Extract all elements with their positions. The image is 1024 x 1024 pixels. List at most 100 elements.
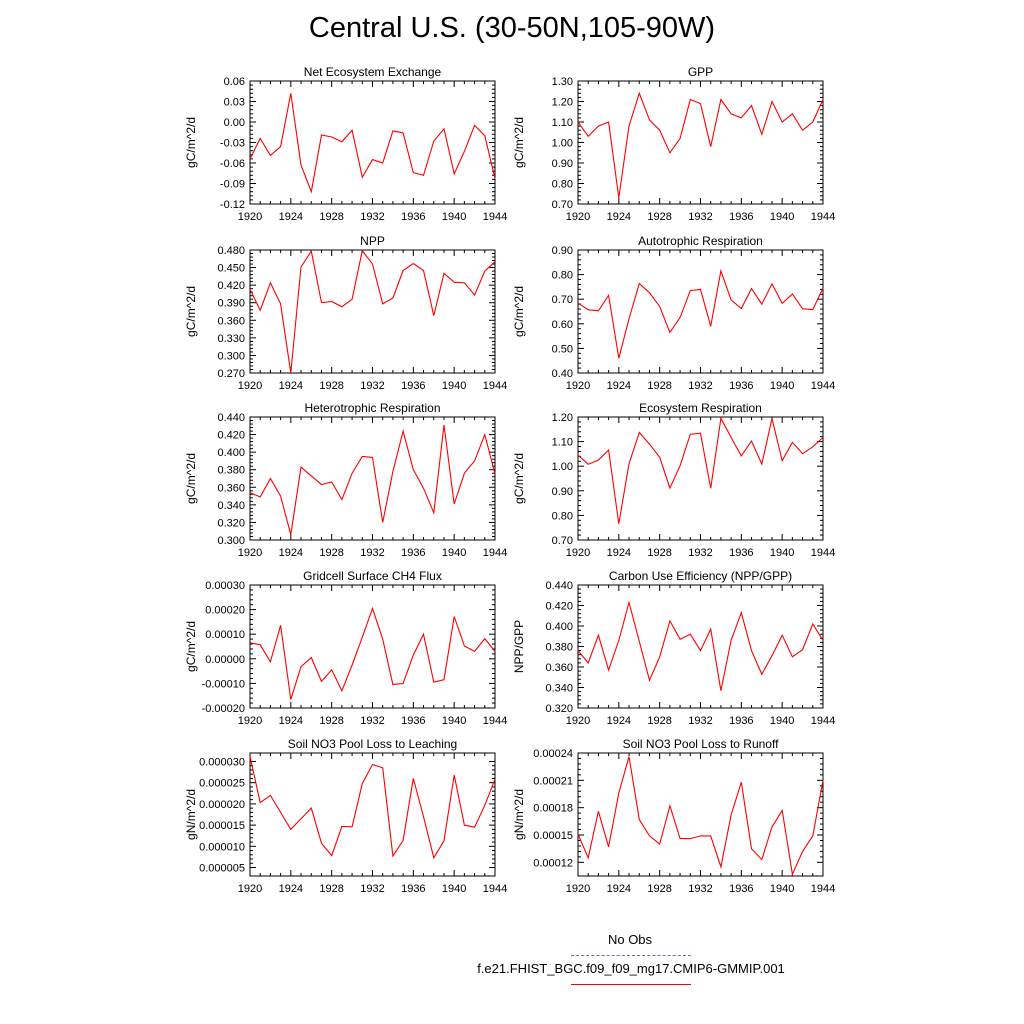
plot-frame [577, 584, 824, 709]
x-tick-label: 1920 [566, 211, 590, 223]
x-tick-label: 1944 [811, 211, 835, 223]
y-tick-label: 0.450 [217, 263, 245, 275]
series-line [577, 756, 824, 877]
y-tick-label: 1.00 [552, 138, 573, 150]
y-tick-label: 0.03 [224, 97, 245, 109]
y-tick-label: -0.09 [220, 179, 245, 191]
x-tick-label: 1932 [688, 380, 712, 392]
x-tick-label: 1932 [360, 883, 384, 895]
x-tick-label: 1924 [607, 380, 631, 392]
y-tick-label: 0.270 [217, 368, 245, 380]
y-axis-label: gN/m^2/d [184, 789, 198, 840]
chart-panel: Soil NO3 Pool Loss to Runoff gN/m^2/d 1920… [512, 737, 835, 895]
x-tick-label: 1940 [442, 547, 466, 559]
chart-panel: Soil NO3 Pool Loss to Leaching gN/m^2/d 19… [184, 737, 507, 895]
y-tick-label: 0.000025 [199, 778, 245, 790]
x-tick-label: 1928 [319, 883, 343, 895]
y-tick-label: 0.440 [545, 580, 573, 592]
chart-panel: Carbon Use Efficiency (NPP/GPP) NPP/GPP 19… [512, 569, 835, 727]
y-tick-label: 0.420 [545, 601, 573, 613]
panel-title: Heterotrophic Respiration [304, 401, 440, 415]
x-tick-label: 1924 [607, 547, 631, 559]
x-tick-label: 1928 [319, 547, 343, 559]
x-tick-label: 1944 [483, 883, 507, 895]
y-tick-label: 0.300 [217, 535, 245, 547]
x-tick-label: 1936 [729, 380, 753, 392]
y-tick-label: 0.00000 [205, 654, 245, 666]
x-tick-label: 1928 [647, 883, 671, 895]
series-line [249, 424, 496, 535]
x-tick-label: 1940 [442, 883, 466, 895]
y-tick-label: 0.000010 [199, 841, 245, 853]
plot-frame [249, 80, 496, 205]
series-line [249, 606, 496, 700]
x-tick-label: 1932 [360, 547, 384, 559]
plot-frame [577, 249, 824, 374]
x-tick-label: 1936 [401, 547, 425, 559]
y-tick-label: 0.360 [545, 662, 573, 674]
y-axis-label: gC/m^2/d [512, 286, 526, 337]
x-tick-label: 1940 [442, 211, 466, 223]
y-tick-label: 0.90 [552, 245, 573, 257]
y-tick-label: 0.80 [552, 179, 573, 191]
series-line [577, 600, 824, 691]
y-tick-label: -0.06 [220, 158, 245, 170]
y-tick-label: 0.00030 [205, 580, 245, 592]
plot-frame [249, 249, 496, 374]
legend-obs-line [571, 955, 691, 956]
legend-model-line [571, 984, 691, 985]
x-tick-label: 1936 [729, 883, 753, 895]
series-line [577, 268, 824, 359]
panel-title: NPP [360, 234, 385, 248]
x-tick-label: 1936 [401, 380, 425, 392]
x-tick-label: 1928 [319, 211, 343, 223]
x-tick-label: 1924 [279, 883, 303, 895]
y-tick-label: 1.10 [552, 117, 573, 129]
x-tick-label: 1928 [319, 380, 343, 392]
chart-panel: Autotrophic Respiration gC/m^2/d 1920 1924 1… [512, 234, 835, 392]
y-tick-label: 0.330 [217, 333, 245, 345]
y-tick-label: 0.380 [217, 465, 245, 477]
y-tick-label: 0.320 [545, 703, 573, 715]
y-axis-label: gC/m^2/d [512, 117, 526, 168]
y-tick-label: 0.360 [217, 482, 245, 494]
y-tick-label: 0.00018 [533, 803, 573, 815]
x-tick-label: 1920 [238, 211, 262, 223]
panel-title: Soil NO3 Pool Loss to Runoff [623, 737, 780, 751]
x-tick-label: 1932 [360, 211, 384, 223]
x-tick-label: 1924 [279, 547, 303, 559]
y-tick-label: 1.30 [552, 76, 573, 88]
plot-frame [249, 752, 496, 877]
x-tick-label: 1932 [688, 883, 712, 895]
y-tick-label: 0.60 [552, 319, 573, 331]
chart-panel: GPP gC/m^2/d 1920 1924 1928 1932 1936 1940 1944 1… [512, 65, 835, 223]
y-tick-label: 1.00 [552, 461, 573, 473]
y-tick-label: -0.00010 [202, 678, 245, 690]
y-tick-label: 0.80 [552, 270, 573, 282]
y-tick-label: 0.480 [217, 245, 245, 257]
y-tick-label: 0.90 [552, 486, 573, 498]
y-tick-label: 0.380 [545, 642, 573, 654]
plot-frame [249, 416, 496, 541]
chart-panel: NPP gC/m^2/d 1920 1924 1928 1932 1936 1940 1944 0… [184, 234, 507, 392]
y-tick-label: 0.50 [552, 343, 573, 355]
x-tick-label: 1920 [566, 380, 590, 392]
y-tick-label: 1.10 [552, 437, 573, 449]
x-tick-label: 1928 [647, 211, 671, 223]
x-tick-label: 1924 [279, 211, 303, 223]
plot-frame [249, 584, 496, 709]
x-tick-label: 1936 [729, 547, 753, 559]
figure-title: Central U.S. (30-50N,105-90W) [308, 12, 716, 44]
x-tick-label: 1936 [401, 883, 425, 895]
x-tick-label: 1936 [729, 715, 753, 727]
y-tick-label: 0.000015 [199, 820, 245, 832]
x-tick-label: 1940 [770, 211, 794, 223]
chart-panel: Heterotrophic Respiration gC/m^2/d 1920 192… [184, 401, 507, 559]
y-tick-label: 0.400 [545, 621, 573, 633]
x-tick-label: 1924 [607, 883, 631, 895]
panel-title: Soil NO3 Pool Loss to Leaching [288, 737, 457, 751]
y-axis-label: gC/m^2/d [184, 453, 198, 504]
y-tick-label: 0.80 [552, 510, 573, 522]
x-tick-label: 1932 [688, 211, 712, 223]
chart-panel: Ecosystem Respiration gC/m^2/d 1920 1924 192… [512, 401, 835, 559]
